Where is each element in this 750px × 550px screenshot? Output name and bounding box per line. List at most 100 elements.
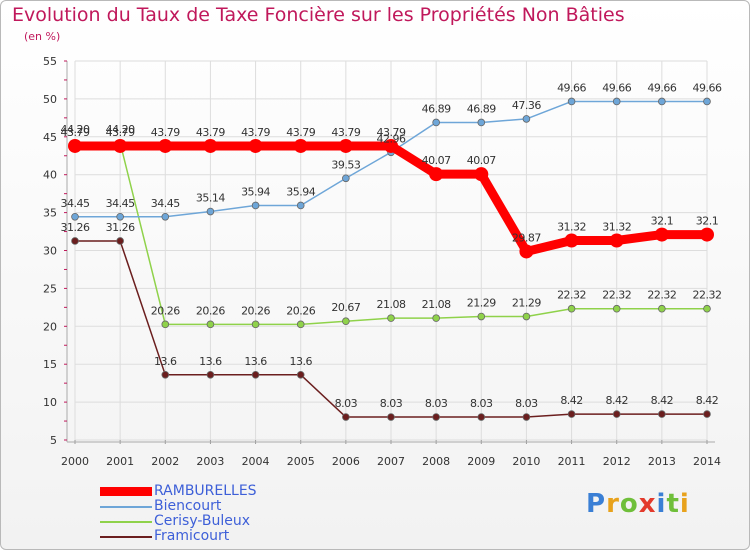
data-point	[564, 233, 579, 248]
data-label: 21.08	[422, 298, 451, 311]
y-tick-label: 10	[43, 396, 57, 409]
data-label: 8.03	[335, 397, 358, 410]
data-point	[387, 314, 395, 322]
data-label: 13.6	[244, 355, 267, 368]
x-tick-label: 2004	[242, 455, 270, 468]
data-point	[206, 371, 215, 379]
data-label: 35.94	[241, 185, 270, 198]
data-label: 8.03	[425, 397, 448, 410]
data-label: 43.79	[286, 126, 315, 139]
legend-swatch	[100, 535, 152, 538]
data-point	[206, 207, 215, 216]
data-label: 34.45	[151, 197, 180, 210]
data-label: 47.36	[512, 99, 541, 112]
logo-letter: x	[638, 489, 657, 519]
data-label: 49.66	[647, 81, 676, 94]
data-label: 34.45	[61, 197, 90, 210]
y-tick-label: 20	[43, 320, 57, 333]
chart-title: Evolution du Taux de Taxe Foncière sur l…	[12, 4, 625, 26]
data-label: 20.26	[241, 304, 270, 317]
data-point	[161, 320, 170, 329]
data-label: 49.66	[557, 81, 586, 94]
data-point	[700, 227, 714, 242]
data-point	[113, 138, 128, 153]
data-point	[609, 233, 624, 248]
data-label: 20.67	[331, 301, 360, 314]
y-tick-label: 25	[43, 282, 57, 295]
data-point	[251, 320, 260, 329]
data-point	[519, 244, 534, 259]
data-label: 31.26	[106, 221, 135, 234]
data-point	[68, 138, 82, 153]
data-point	[296, 201, 305, 210]
data-label: 43.79	[331, 126, 360, 139]
legend-swatch	[100, 487, 152, 496]
data-point	[429, 167, 444, 182]
data-point	[387, 413, 395, 421]
data-label: 32.1	[696, 215, 719, 228]
data-label: 31.26	[61, 221, 90, 234]
legend-label: RAMBURELLES	[154, 483, 257, 499]
data-point	[432, 413, 440, 421]
legend-label: Biencourt	[154, 498, 222, 514]
data-label: 43.79	[106, 126, 135, 139]
data-label: 32.1	[651, 215, 674, 228]
legend-label: Cerisy-Buleux	[154, 513, 251, 529]
data-point	[71, 212, 79, 221]
data-label: 29.87	[512, 231, 541, 244]
y-tick-label: 5	[50, 434, 57, 447]
data-label: 22.32	[693, 289, 722, 302]
data-label: 43.79	[196, 126, 225, 139]
data-point	[206, 320, 215, 329]
data-point	[474, 167, 489, 182]
data-point	[658, 304, 666, 313]
data-label: 34.45	[106, 197, 135, 210]
data-label: 35.14	[196, 192, 225, 205]
data-point	[477, 413, 486, 421]
logo-letter: r	[606, 489, 620, 519]
data-label: 43.79	[61, 126, 90, 139]
data-point	[338, 138, 353, 153]
legend-swatch	[100, 520, 152, 523]
data-point	[477, 312, 486, 321]
data-label: 22.32	[602, 289, 631, 302]
data-point	[612, 304, 621, 313]
logo-letter: t	[666, 489, 680, 519]
data-point	[612, 410, 621, 418]
data-point	[384, 138, 398, 153]
data-point	[293, 138, 308, 153]
data-label: 8.42	[651, 394, 674, 407]
data-point	[703, 410, 711, 418]
x-tick-label: 2000	[61, 455, 89, 468]
data-point	[161, 212, 170, 221]
x-tick-label: 2007	[377, 455, 405, 468]
data-point	[342, 174, 350, 183]
data-label: 22.32	[647, 289, 676, 302]
data-point	[158, 138, 173, 153]
legend: RAMBURELLES Biencourt Cerisy-Buleux Framico…	[100, 484, 257, 544]
data-label: 44.20	[61, 123, 90, 136]
data-label: 43.79	[151, 126, 180, 139]
data-point	[432, 314, 440, 322]
data-point	[161, 371, 170, 379]
data-label: 49.66	[602, 81, 631, 94]
data-label: 21.29	[512, 297, 541, 310]
y-tick-label: 15	[43, 358, 57, 371]
data-label: 21.08	[377, 298, 406, 311]
data-point	[342, 317, 350, 326]
grid	[74, 60, 708, 441]
data-point	[116, 212, 124, 221]
data-label: 21.29	[467, 297, 496, 310]
x-tick-label: 2014	[693, 455, 721, 468]
data-point	[251, 201, 260, 210]
x-tick-label: 2003	[196, 455, 224, 468]
legend-item: Framicourt	[100, 529, 257, 544]
x-tick-label: 2009	[467, 455, 495, 468]
x-tick-label: 2002	[151, 455, 179, 468]
logo-letter: i	[679, 489, 690, 519]
data-point	[658, 97, 666, 106]
x-tick-label: 2013	[648, 455, 676, 468]
data-label: 40.07	[467, 154, 496, 167]
